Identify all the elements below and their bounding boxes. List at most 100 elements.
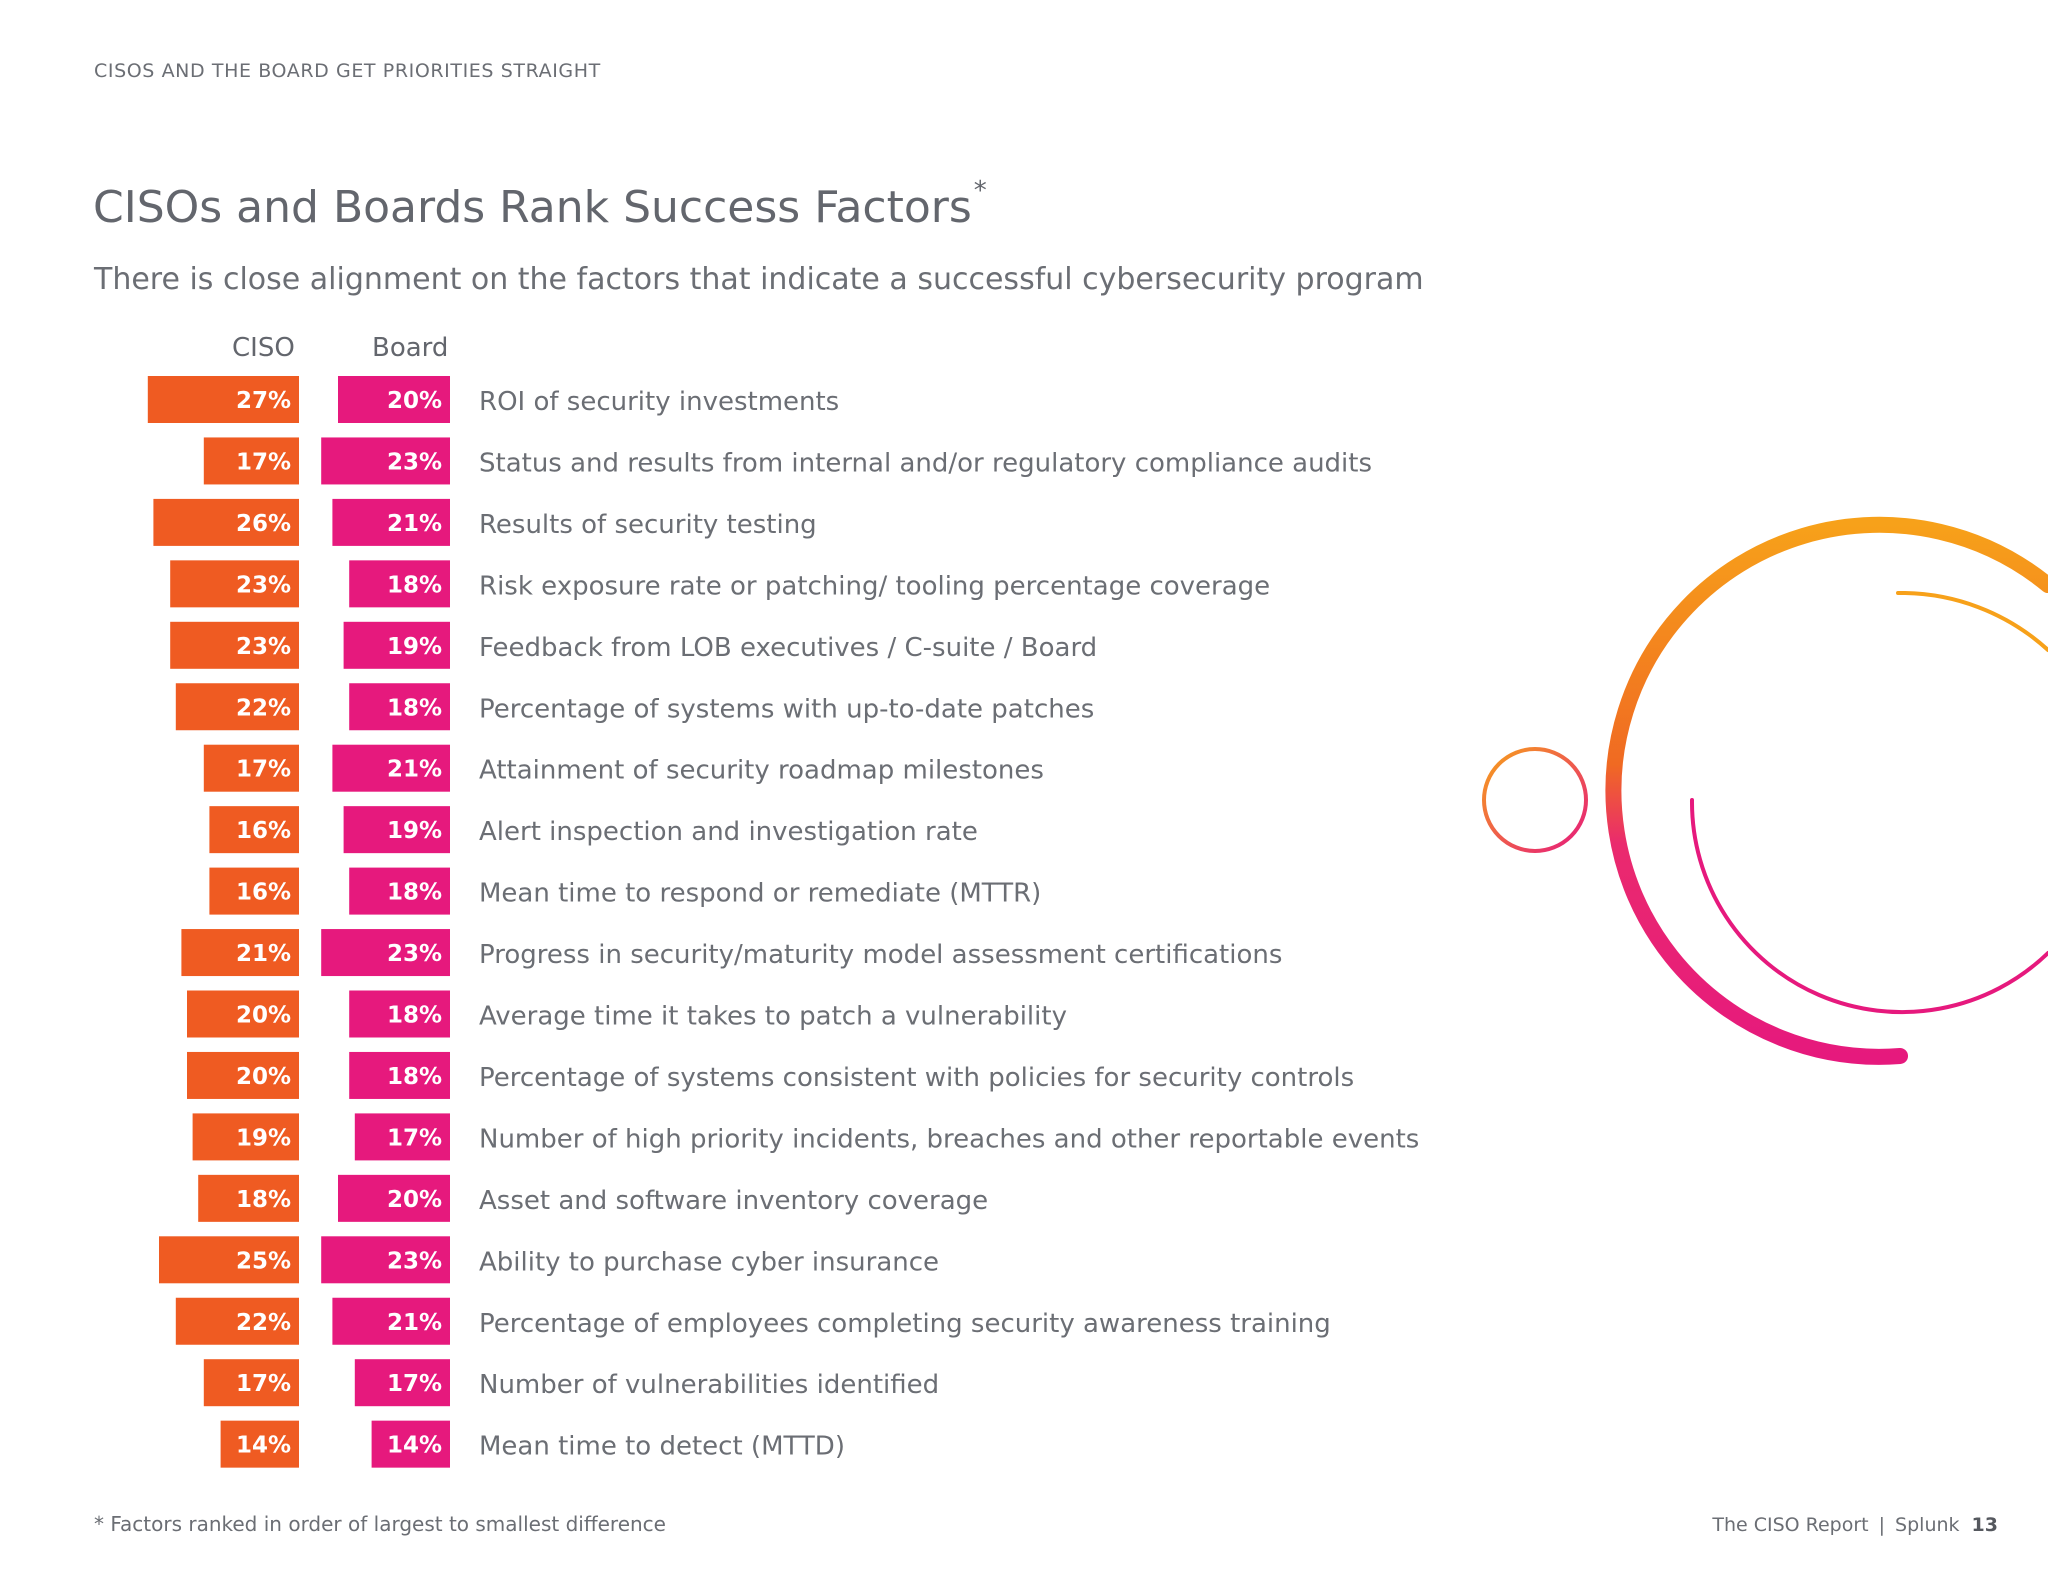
board-value-label: 19% xyxy=(387,634,442,660)
ciso-value-label: 14% xyxy=(236,1433,291,1459)
board-value-label: 14% xyxy=(387,1433,442,1459)
factor-label: Percentage of systems with up-to-date pa… xyxy=(479,694,1094,724)
factor-label: Results of security testing xyxy=(479,510,817,540)
factor-label: Asset and software inventory coverage xyxy=(479,1186,988,1216)
board-bar xyxy=(349,867,450,915)
board-bar xyxy=(332,744,450,792)
ciso-bar xyxy=(170,621,299,669)
factor-label: Average time it takes to patch a vulnera… xyxy=(479,1002,1067,1032)
factor-label: ROI of security investments xyxy=(479,387,839,417)
ciso-value-label: 18% xyxy=(236,1187,291,1213)
board-value-label: 18% xyxy=(387,1064,442,1090)
footnote: * Factors ranked in order of largest to … xyxy=(94,1512,666,1536)
board-value-label: 17% xyxy=(387,1371,442,1397)
ciso-value-label: 22% xyxy=(236,695,291,721)
page-number: 13 xyxy=(1971,1514,1998,1536)
ciso-column-header: CISO xyxy=(232,333,295,363)
ciso-bar xyxy=(147,376,299,423)
board-value-label: 19% xyxy=(387,818,442,844)
ciso-value-label: 20% xyxy=(236,1003,291,1029)
section-label: CISOS AND THE BOARD GET PRIORITIES STRAI… xyxy=(94,60,601,82)
ciso-bar xyxy=(187,1051,299,1099)
brand-name: Splunk xyxy=(1895,1514,1960,1536)
ciso-value-label: 20% xyxy=(236,1064,291,1090)
report-name: The CISO Report xyxy=(1712,1514,1869,1536)
board-bar xyxy=(354,1359,450,1407)
factor-label: Feedback from LOB executives / C-suite /… xyxy=(479,633,1097,663)
ciso-bar xyxy=(153,498,299,546)
board-bar xyxy=(321,1236,450,1284)
board-bar xyxy=(321,437,450,485)
board-value-label: 18% xyxy=(387,572,442,598)
board-bar xyxy=(343,621,450,669)
factor-label: Ability to purchase cyber insurance xyxy=(479,1247,939,1277)
ciso-bar xyxy=(203,437,299,485)
board-bar xyxy=(349,990,450,1038)
board-value-label: 18% xyxy=(387,695,442,721)
ciso-bar xyxy=(192,1113,299,1161)
ciso-value-label: 17% xyxy=(236,1371,291,1397)
ciso-value-label: 23% xyxy=(236,572,291,598)
ciso-bar xyxy=(203,1359,299,1407)
page-footer: The CISO Report | Splunk 13 xyxy=(1712,1514,1998,1536)
ciso-bar xyxy=(170,560,299,608)
ciso-bar xyxy=(181,929,299,977)
footer-separator: | xyxy=(1878,1514,1886,1536)
board-value-label: 18% xyxy=(387,1003,442,1029)
board-column-header: Board xyxy=(372,333,449,363)
page-subtitle: There is close alignment on the factors … xyxy=(94,262,1424,297)
board-bar xyxy=(338,376,450,423)
ciso-bar xyxy=(198,1174,299,1222)
board-value-label: 21% xyxy=(387,757,442,783)
factor-label: Status and results from internal and/or … xyxy=(479,448,1372,478)
board-value-label: 23% xyxy=(387,449,442,475)
ciso-value-label: 22% xyxy=(236,1310,291,1336)
board-value-label: 17% xyxy=(387,1125,442,1151)
factor-label: Percentage of employees completing secur… xyxy=(479,1309,1331,1339)
ciso-bar xyxy=(209,806,299,854)
board-bar xyxy=(371,1420,450,1468)
board-value-label: 21% xyxy=(387,1310,442,1336)
ciso-bar xyxy=(220,1420,299,1468)
factor-label: Number of vulnerabilities identified xyxy=(479,1370,939,1400)
board-bar xyxy=(349,560,450,608)
board-value-label: 20% xyxy=(387,1187,442,1213)
board-value-label: 23% xyxy=(387,941,442,967)
title-asterisk: * xyxy=(973,176,987,206)
ciso-value-label: 17% xyxy=(236,449,291,475)
board-bar xyxy=(332,498,450,546)
board-bar xyxy=(338,1174,450,1222)
board-value-label: 20% xyxy=(387,388,442,414)
board-value-label: 18% xyxy=(387,880,442,906)
factor-label: Number of high priority incidents, breac… xyxy=(479,1124,1419,1154)
ciso-bar xyxy=(175,1297,299,1345)
factor-label: Mean time to detect (MTTD) xyxy=(479,1432,845,1462)
title-text: CISOs and Boards Rank Success Factors xyxy=(93,182,972,233)
factor-label: Percentage of systems consistent with po… xyxy=(479,1063,1354,1093)
page-title: CISOs and Boards Rank Success Factors* xyxy=(93,176,987,233)
ciso-bar xyxy=(209,867,299,915)
factor-label: Progress in security/maturity model asse… xyxy=(479,940,1282,970)
board-bar xyxy=(343,806,450,854)
factor-label: Risk exposure rate or patching/ tooling … xyxy=(479,571,1270,601)
board-value-label: 21% xyxy=(387,511,442,537)
ciso-value-label: 19% xyxy=(236,1125,291,1151)
board-bar xyxy=(349,683,450,731)
ciso-bar xyxy=(203,744,299,792)
ciso-bar xyxy=(159,1236,299,1284)
factor-label: Attainment of security roadmap milestone… xyxy=(479,756,1044,786)
board-value-label: 23% xyxy=(387,1248,442,1274)
board-bar xyxy=(332,1297,450,1345)
ciso-value-label: 21% xyxy=(236,941,291,967)
ciso-value-label: 16% xyxy=(236,880,291,906)
ciso-value-label: 26% xyxy=(236,511,291,537)
ciso-value-label: 16% xyxy=(236,818,291,844)
ciso-value-label: 23% xyxy=(236,634,291,660)
factor-label: Mean time to respond or remediate (MTTR) xyxy=(479,879,1041,909)
ciso-value-label: 17% xyxy=(236,757,291,783)
board-bar xyxy=(354,1113,450,1161)
board-bar xyxy=(349,1051,450,1099)
ciso-bar xyxy=(187,990,299,1038)
ciso-value-label: 25% xyxy=(236,1248,291,1274)
